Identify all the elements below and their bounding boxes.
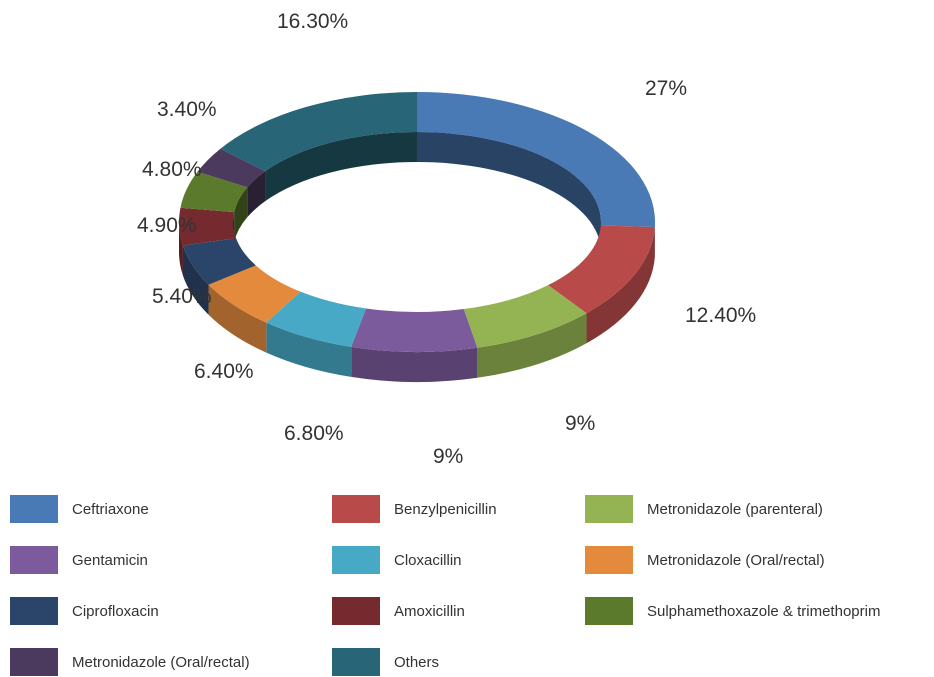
legend-item: Ciprofloxacin [10, 596, 159, 626]
slice-percentage-label: 27% [645, 77, 687, 100]
slice-percentage-label: 5.40% [152, 285, 212, 308]
legend-swatch [332, 597, 380, 625]
legend-item: Benzylpenicillin [332, 494, 497, 524]
donut-side-gentamicin-3 [351, 347, 477, 382]
slice-percentage-label: 12.40% [685, 304, 756, 327]
legend-item: Gentamicin [10, 545, 148, 575]
legend-swatch [332, 546, 380, 574]
slice-percentage-label: 9% [565, 412, 595, 435]
legend-label: Others [394, 654, 439, 671]
legend-label: Gentamicin [72, 552, 148, 569]
slice-percentage-label: 4.80% [142, 158, 202, 181]
legend-label: Cloxacillin [394, 552, 462, 569]
legend-item: Metronidazole (Oral/rectal) [10, 647, 250, 677]
donut-top-layer [179, 92, 655, 352]
legend-swatch [332, 648, 380, 676]
legend-swatch [585, 546, 633, 574]
legend-item: Metronidazole (Oral/rectal) [585, 545, 825, 575]
legend-label: Benzylpenicillin [394, 501, 497, 518]
legend-item: Cloxacillin [332, 545, 462, 575]
legend-item: Sulphamethoxazole & trimethoprim [585, 596, 880, 626]
legend-swatch [10, 648, 58, 676]
legend-swatch [10, 597, 58, 625]
legend-swatch [585, 495, 633, 523]
legend-item: Ceftriaxone [10, 494, 149, 524]
legend-swatch [10, 495, 58, 523]
legend-item: Others [332, 647, 439, 677]
legend-item: Amoxicillin [332, 596, 465, 626]
chart-legend: Ceftriaxone Benzylpenicillin Metronidazole… [0, 490, 934, 671]
legend-label: Ceftriaxone [72, 501, 149, 518]
legend-label: Sulphamethoxazole & trimethoprim [647, 603, 880, 620]
slice-percentage-label: 6.40% [194, 360, 254, 383]
slice-percentage-label: 4.90% [137, 214, 197, 237]
slice-percentage-label: 16.30% [277, 10, 348, 33]
legend-label: Ciprofloxacin [72, 603, 159, 620]
legend-swatch [332, 495, 380, 523]
legend-label: Amoxicillin [394, 603, 465, 620]
legend-swatch [10, 546, 58, 574]
slice-percentage-label: 9% [433, 445, 463, 468]
slice-percentage-label: 6.80% [284, 422, 344, 445]
legend-label: Metronidazole (Oral/rectal) [647, 552, 825, 569]
slice-percentage-label: 3.40% [157, 98, 217, 121]
donut-slice-gentamicin-3 [351, 308, 477, 352]
legend-item: Metronidazole (parenteral) [585, 494, 823, 524]
legend-label: Metronidazole (Oral/rectal) [72, 654, 250, 671]
legend-label: Metronidazole (parenteral) [647, 501, 823, 518]
legend-swatch [585, 597, 633, 625]
